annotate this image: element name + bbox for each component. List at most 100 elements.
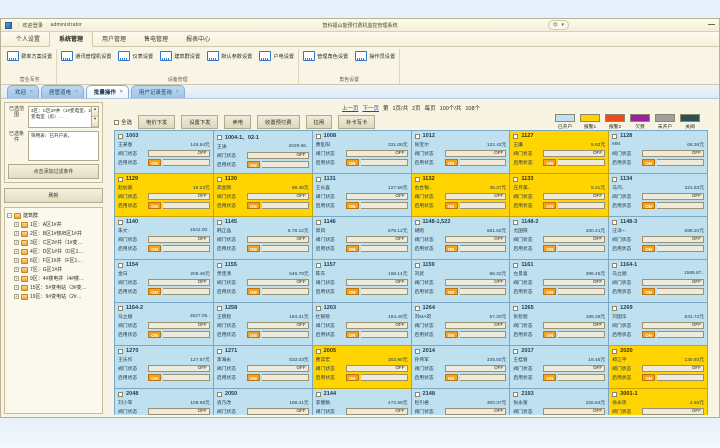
card-checkbox[interactable] [414, 133, 420, 139]
card-checkbox[interactable] [216, 348, 222, 354]
expand-icon[interactable]: + [14, 284, 19, 291]
tab-pipe-power[interactable]: 居管道电 × [40, 85, 84, 98]
meter-card[interactable]: 1127 王廉 5.83元 阀门状态 OFF 启用状态 ON [510, 131, 610, 174]
ribbon-button-admin-role[interactable]: 管理角色设置 [303, 51, 348, 61]
ribbon-button-building-group[interactable]: 建筑群设置 [160, 51, 200, 61]
close-icon[interactable]: × [119, 89, 123, 95]
trip-switch-button[interactable]: 拉闸 [305, 115, 333, 129]
tree-item-zone-4[interactable]: + 4区：D区1#井（D区1… [7, 247, 100, 256]
meter-card[interactable]: 1148-1,522 胡刚 681.52元 阀门状态 OFF 启用状态 ON [411, 217, 511, 260]
window-controls[interactable]: ⏣ ▾ [548, 20, 569, 30]
selected-condition-value[interactable]: 筛用表：已开户表。 [28, 131, 99, 161]
meter-card[interactable]: 1164-1 马立顺. 1595.67.. 阀门状态 OFF 启用状态 ON [609, 260, 708, 303]
ribbon-button-meter-setting[interactable]: 仪表设置 [118, 51, 153, 61]
card-checkbox[interactable] [513, 348, 519, 354]
meter-card[interactable]: 1164-2 马立顺 3527.05.. 阀门状态 OFF 启用状态 ON [115, 303, 214, 346]
meter-card[interactable]: 1145 韩正晶 8.78.12元 阀门状态 OFF 启用状态 ON [213, 217, 313, 260]
refresh-button[interactable]: 刷新 [4, 188, 103, 203]
card-checkbox[interactable] [118, 305, 123, 311]
meter-card[interactable]: 1008 曹乱阳 331.08元 阀门状态 OFF 启用状态 ON [312, 131, 412, 174]
minimize-icon[interactable] [708, 24, 715, 25]
expand-icon[interactable]: - [7, 212, 12, 219]
card-checkbox[interactable] [216, 262, 222, 268]
tree-item-zone-9[interactable]: + 9区：4#楼电井（4#楼… [7, 274, 100, 283]
card-checkbox[interactable] [216, 391, 222, 397]
meter-card[interactable]: 1131 王长喜 127.59元 阀门状态 OFF 启用状态 ON [312, 174, 412, 217]
checkbox-icon[interactable] [114, 119, 119, 125]
close-icon[interactable]: × [175, 89, 179, 95]
menu-tab-system[interactable]: 系统管理 [49, 31, 94, 47]
card-checkbox[interactable] [513, 133, 519, 139]
card-checkbox[interactable] [216, 134, 222, 140]
meter-card[interactable]: 1134 马鸿.. 321.83元 阀门状态 OFF 启用状态 ON [609, 174, 708, 217]
ribbon-button-rate-plan[interactable]: 费率方案设置 [7, 51, 52, 61]
meter-card[interactable]: 1128 MM. 68.36元 阀门状态 OFF 启用状态 ON [609, 131, 708, 174]
card-checkbox[interactable] [414, 219, 420, 225]
card-rewrite-button[interactable]: 补卡写卡 [338, 115, 376, 129]
close-icon[interactable]: × [30, 89, 33, 95]
card-checkbox[interactable] [612, 348, 618, 354]
tree-item-zone-19[interactable]: + 19区：9#变电站（2#… [7, 292, 100, 301]
menu-tab-sales[interactable]: 售电管理 [144, 37, 169, 43]
ribbon-button-default-params[interactable]: 默认参数设置 [207, 51, 252, 61]
tab-batch-operation[interactable]: 批量操作 × [85, 85, 129, 98]
expand-icon[interactable]: + [14, 221, 19, 228]
expand-icon[interactable]: + [14, 293, 19, 300]
price-dispatch-button[interactable]: 电价下发 [138, 115, 176, 129]
meter-card[interactable]: 1133 庄月美.. 9.21元 阀门状态 OFF 启用状态 ON [510, 174, 610, 217]
meter-card[interactable]: 1265 张智丽 199.39元 阀门状态 OFF 启用状态 ON [510, 303, 610, 346]
expand-icon[interactable]: + [14, 257, 19, 264]
card-checkbox[interactable] [612, 133, 618, 139]
meter-card[interactable]: 1154 金日 209.46元 阀门状态 OFF 启用状态 ON [115, 260, 214, 303]
card-checkbox[interactable] [315, 348, 321, 354]
meter-card[interactable]: 1146 郭凤 879.12元 阀门状态 OFF 启用状态 ON [312, 217, 412, 260]
card-checkbox[interactable] [315, 219, 321, 225]
tree-item-zone-15[interactable]: + 15区：5#变电站（3#变… [7, 283, 100, 292]
meter-card[interactable]: 1012 张宝尔 122.42元 阀门状态 OFF 启用状态 ON [411, 131, 511, 174]
ribbon-button-comm-manager[interactable]: 通讯管理机设置 [61, 51, 111, 61]
select-all-checkbox[interactable]: 全选 [114, 118, 132, 126]
card-checkbox[interactable] [513, 176, 519, 182]
chevron-down-icon[interactable]: ▾ [561, 22, 564, 28]
tree-item-zone-3[interactable]: + 3区：C区2#井（1#变… [7, 238, 100, 247]
card-checkbox[interactable] [612, 262, 618, 268]
range-scrollbar[interactable]: ▲ ▼ [91, 107, 98, 127]
meter-card[interactable]: 1271 李海永 533.03元 阀门状态 OFF 启用状态 ON [213, 346, 313, 389]
expand-icon[interactable]: + [14, 275, 19, 282]
card-checkbox[interactable] [118, 219, 123, 225]
meter-card[interactable]: 2014 孙伟军 335.50元 阀门状态 OFF 启用状态 ON [411, 346, 511, 389]
meter-card[interactable]: 1263 杜银管 184.49元 阀门状态 OFF 启用状态 ON [312, 303, 412, 346]
ribbon-button-household-meter[interactable]: 户电设置 [259, 51, 294, 61]
close-icon[interactable]: × [74, 89, 78, 95]
card-checkbox[interactable] [513, 305, 519, 311]
card-checkbox[interactable] [118, 262, 123, 268]
card-checkbox[interactable] [513, 219, 519, 225]
card-checkbox[interactable] [513, 262, 519, 268]
meter-card[interactable]: 1130 高金刚 99.49元 阀门状态 OFF 启用状态 ON [213, 174, 313, 217]
expand-icon[interactable]: + [14, 266, 19, 273]
meter-card[interactable]: 1148-3 汪洋~. 598.20元 阀门状态 OFF 启用状态 ON [609, 217, 708, 260]
card-checkbox[interactable] [414, 176, 420, 182]
expand-icon[interactable]: + [14, 248, 19, 255]
card-checkbox[interactable] [118, 391, 123, 397]
meter-card[interactable]: 1148-2 尤国铁 330.41元 阀门状态 OFF 启用状态 ON [510, 217, 610, 260]
card-checkbox[interactable] [315, 305, 321, 311]
card-checkbox[interactable] [315, 262, 321, 268]
meter-card[interactable]: 1161 左景喜 399.45元 阀门状态 OFF 启用状态 ON [510, 260, 610, 303]
tree-item-zone-1[interactable]: + 1区：A区1#井 [7, 220, 100, 229]
card-checkbox[interactable] [216, 176, 222, 182]
card-checkbox[interactable] [216, 305, 222, 311]
expand-icon[interactable]: + [14, 239, 19, 246]
tab-user-record-query[interactable]: 用户记录查询 × [130, 85, 185, 98]
tree-root-node[interactable]: - 建筑群 [7, 211, 100, 220]
meter-card[interactable]: 1269 刘国华 531.72元 阀门状态 OFF 启用状态 ON [609, 303, 708, 346]
set-prepaid-button[interactable]: 收置预付费 [257, 115, 300, 129]
tab-welcome[interactable]: 欢迎 × [7, 85, 39, 98]
meter-card[interactable]: 1132 右合银.. 38.37元 阀门状态 OFF 启用状态 ON [411, 174, 511, 217]
tree-item-zone-2[interactable]: + 2区：B区1#热/B区1#井 [7, 229, 100, 238]
card-checkbox[interactable] [118, 348, 123, 354]
